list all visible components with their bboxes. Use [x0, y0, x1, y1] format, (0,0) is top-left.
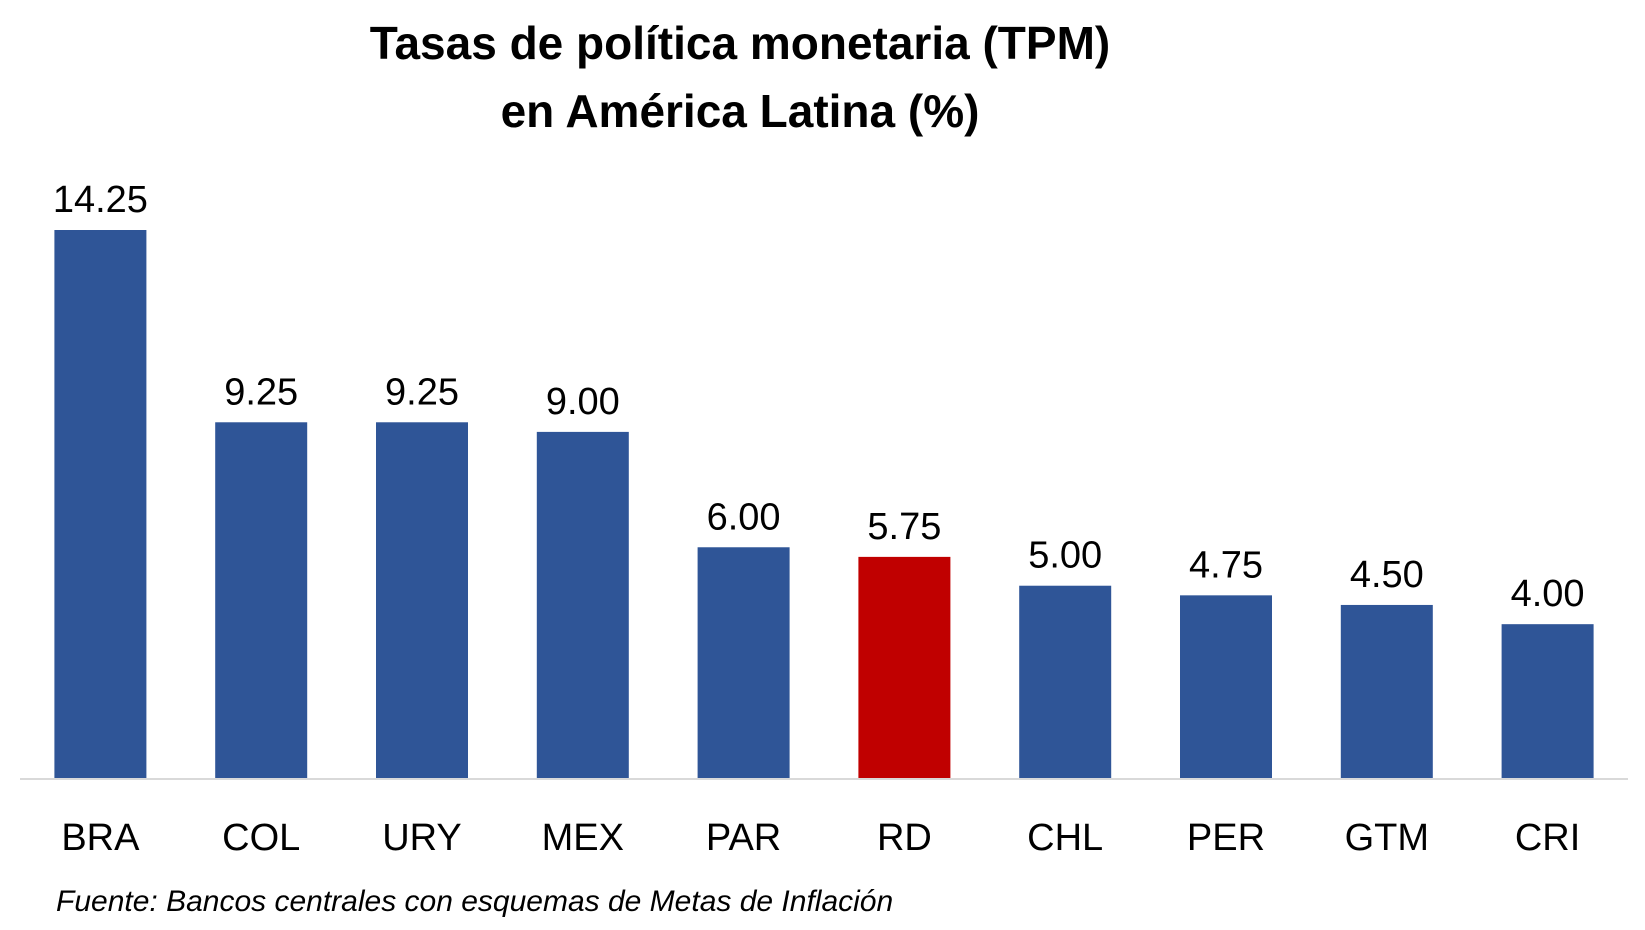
value-label-chl: 5.00	[1028, 535, 1102, 577]
value-labels-layer: 14.25 9.25 9.25 9.00 6.00 5.75 5.00 4.75 4.50 4.0…	[53, 179, 1585, 615]
value-label-rd: 5.75	[867, 506, 941, 548]
value-label-ury: 9.25	[385, 371, 459, 413]
bar-mex	[536, 431, 629, 778]
bar-ury	[376, 422, 468, 778]
category-label-per: PER	[1187, 817, 1265, 859]
bar-cri	[1501, 624, 1594, 778]
bar-rd	[858, 556, 951, 778]
bar-chl	[1019, 585, 1112, 778]
category-labels-layer: BRA COL URY MEX PAR RD CHL PER GTM CRI	[61, 817, 1580, 859]
bar-per	[1180, 595, 1272, 778]
category-label-ury: URY	[382, 817, 462, 859]
chart-subtitle: en América Latina (%)	[500, 85, 980, 137]
bar-bra	[54, 230, 147, 778]
value-label-cri: 4.00	[1511, 573, 1585, 615]
value-label-bra: 14.25	[53, 179, 148, 221]
value-label-per: 4.75	[1189, 544, 1263, 586]
value-label-gtm: 4.50	[1350, 554, 1424, 596]
bars-layer	[54, 230, 1594, 778]
category-label-gtm: GTM	[1345, 817, 1429, 859]
value-label-col: 9.25	[224, 371, 298, 413]
category-label-mex: MEX	[542, 817, 624, 859]
bar-col	[215, 422, 308, 778]
category-label-cri: CRI	[1515, 817, 1580, 859]
bar-chart: 14.25 9.25 9.25 9.00 6.00 5.75 5.00 4.75 4.50 4.0…	[20, 179, 1628, 859]
source-note: Fuente: Bancos centrales con esquemas de…	[56, 885, 894, 918]
bar-gtm	[1340, 604, 1433, 778]
category-label-bra: BRA	[61, 817, 140, 859]
value-label-mex: 9.00	[546, 381, 620, 423]
category-label-par: PAR	[706, 817, 781, 859]
category-label-chl: CHL	[1027, 817, 1103, 859]
chart-title: Tasas de política monetaria (TPM)	[369, 17, 1111, 69]
bar-par	[697, 547, 790, 778]
category-label-col: COL	[222, 817, 300, 859]
category-label-rd: RD	[877, 817, 932, 859]
value-label-par: 6.00	[707, 496, 781, 538]
